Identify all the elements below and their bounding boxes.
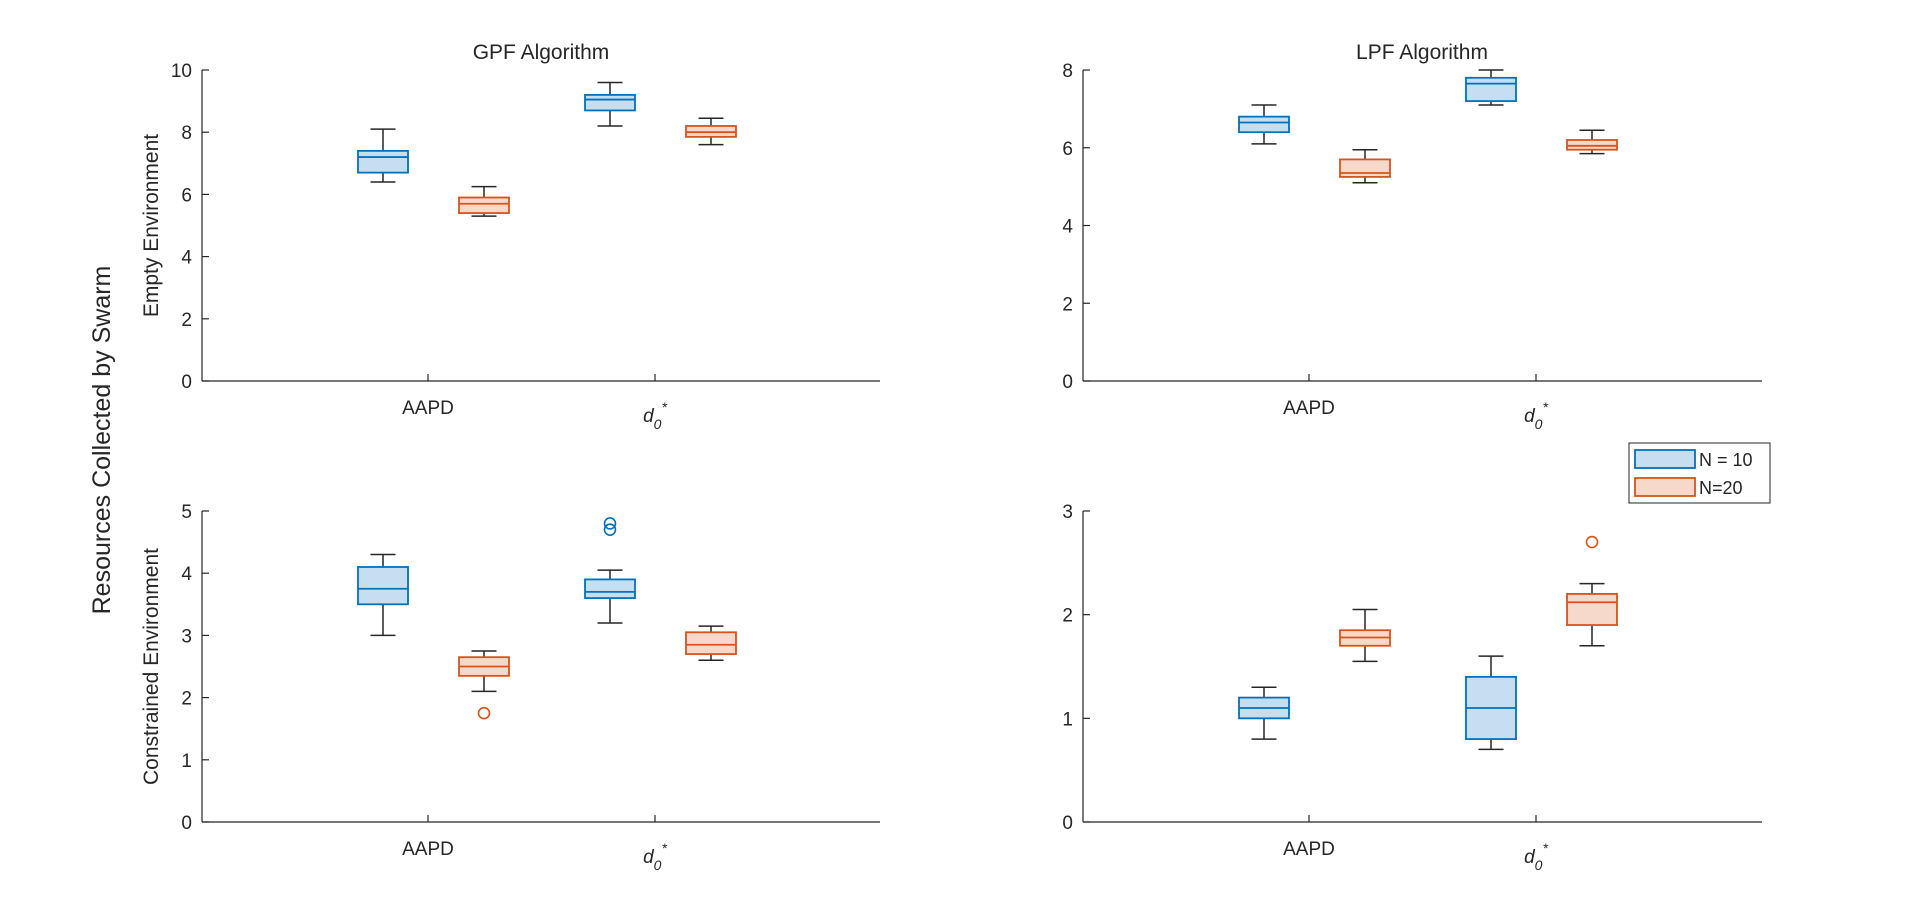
y-tick-label: 2 (1062, 606, 1073, 627)
box-n20-d0 (1566, 535, 1618, 647)
outlier-point (1585, 535, 1599, 549)
box-n10-aapd (357, 553, 409, 637)
box-iqr (1339, 158, 1391, 178)
legend-swatch-n10 (1634, 449, 1696, 469)
x-tick-label: d0* (643, 840, 667, 873)
y-tick-label: 0 (181, 813, 192, 834)
y-tick-label: 4 (1062, 217, 1073, 238)
x-tick-label: d0* (643, 399, 667, 432)
y-tick-label: 2 (181, 689, 192, 710)
panel-ylabel: Constrained Environment (140, 548, 163, 785)
box-iqr (1465, 76, 1517, 103)
box-iqr (1566, 139, 1618, 151)
y-tick-label: 0 (181, 372, 192, 393)
box-n10-d0 (1465, 69, 1517, 106)
panel-4: 0 1 2 3 AAPD d0* (1062, 502, 1762, 873)
y-tick-label: 1 (181, 751, 192, 772)
y-tick-label: 8 (1062, 61, 1073, 82)
box-n20-aapd (1339, 608, 1391, 663)
box-n20-d0 (1566, 129, 1618, 155)
box-iqr (357, 566, 409, 606)
y-tick-label: 4 (181, 248, 192, 269)
box-iqr (685, 631, 737, 655)
box-n10-d0 (584, 517, 636, 624)
box-n20-aapd (458, 185, 510, 217)
box-iqr (584, 578, 636, 599)
panel-3: 0 1 2 3 4 5 AAPD d0* Constrained Environment (140, 502, 880, 873)
y-tick-label: 3 (1062, 502, 1073, 523)
box-iqr (584, 93, 636, 112)
figure-ylabel: Resources Collected by Swarm (88, 266, 116, 615)
box-n10-d0 (584, 81, 636, 127)
y-tick-label: 0 (1062, 372, 1073, 393)
y-tick-label: 1 (1062, 709, 1073, 730)
box-n10-aapd (1238, 686, 1290, 740)
outlier-point (603, 523, 617, 536)
legend-label-n10: N = 10 (1699, 450, 1753, 470)
y-tick-label: 8 (181, 123, 192, 144)
panel-ylabel: Empty Environment (140, 134, 163, 317)
box-iqr (1566, 593, 1618, 626)
y-tick-label: 2 (1062, 294, 1073, 315)
y-tick-label: 5 (181, 502, 192, 523)
legend-label-n20: N=20 (1699, 478, 1743, 498)
box-n10-aapd (357, 128, 409, 183)
y-tick-label: 2 (181, 310, 192, 331)
box-n20-aapd (1339, 148, 1391, 184)
y-tick-label: 10 (171, 61, 192, 82)
legend-swatch-n20 (1634, 477, 1696, 497)
panel-2: 0 2 4 6 8 AAPD d0* LPF Algorithm (1062, 41, 1762, 432)
box-n20-d0 (685, 117, 737, 146)
box-iqr (357, 149, 409, 174)
box-n10-d0 (1465, 655, 1517, 751)
y-tick-label: 6 (181, 185, 192, 206)
x-tick-label: AAPD (1283, 839, 1335, 860)
outlier-point (603, 517, 617, 530)
panel-title: GPF Algorithm (473, 41, 610, 64)
box-n10-aapd (1238, 104, 1290, 145)
y-tick-label: 3 (181, 626, 192, 647)
y-tick-label: 6 (1062, 139, 1073, 160)
outlier-point (477, 706, 491, 720)
box-n20-d0 (685, 625, 737, 662)
x-tick-label: d0* (1524, 840, 1548, 873)
y-tick-label: 4 (181, 564, 192, 585)
x-tick-label: AAPD (1283, 398, 1335, 419)
x-tick-label: AAPD (402, 398, 454, 419)
y-tick-label: 0 (1062, 813, 1073, 834)
legend: N = 10 N=20 (1628, 442, 1771, 504)
x-tick-label: AAPD (402, 839, 454, 860)
box-iqr (458, 196, 510, 214)
x-tick-label: d0* (1524, 399, 1548, 432)
panel-1: 0 2 4 6 8 10 AAPD d0* GPF Algorithm Empty Environ… (140, 41, 880, 432)
box-iqr (1238, 115, 1290, 134)
panel-title: LPF Algorithm (1356, 41, 1488, 64)
box-n20-aapd (458, 650, 510, 720)
